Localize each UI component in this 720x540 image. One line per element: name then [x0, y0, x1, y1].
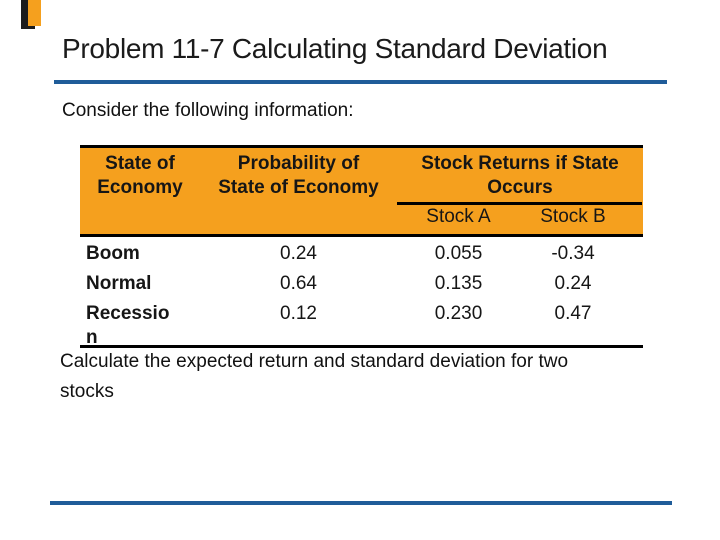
- cell-state: Normal: [86, 273, 152, 294]
- cell-stock-b: 0.24: [554, 273, 592, 294]
- table-row-normal: Normal 0.64 0.135 0.24: [80, 267, 643, 297]
- cell-probability: 0.24: [280, 243, 317, 264]
- column-header-state-of-economy: State of Economy: [97, 153, 183, 198]
- column-header-probability: Probability of State of Economy: [218, 153, 379, 198]
- table-header: State of Economy Probability of State of…: [80, 145, 643, 237]
- intro-text: Consider the following information:: [62, 100, 354, 121]
- cell-stock-a: 0.135: [434, 273, 483, 294]
- stock-returns-table: State of Economy Probability of State of…: [80, 145, 643, 348]
- cell-state: Recession: [86, 303, 170, 348]
- table-row-recession: Recession 0.12 0.230 0.47: [80, 297, 643, 348]
- cell-state: Boom: [86, 243, 140, 264]
- slide-title: Problem 11-7 Calculating Standard Deviat…: [62, 33, 608, 64]
- cell-stock-a: 0.055: [434, 243, 483, 264]
- bookmark-flag-icon: [28, 0, 41, 26]
- table-body: Boom 0.24 0.055 -0.34 Normal 0.64 0.135 …: [80, 237, 643, 348]
- conclusion-text: Calculate the expected return and standa…: [60, 351, 569, 402]
- cell-stock-b: 0.47: [554, 303, 592, 324]
- cell-probability: 0.64: [280, 273, 317, 294]
- table-row-boom: Boom 0.24 0.055 -0.34: [80, 237, 643, 267]
- group-header-underline: [397, 202, 642, 205]
- sub-header-stock-a: Stock A: [426, 206, 491, 227]
- sub-header-stock-b: Stock B: [540, 206, 606, 227]
- column-header-stock-returns-group: Stock Returns if State Occurs: [421, 153, 619, 198]
- cell-stock-a: 0.230: [434, 303, 483, 324]
- cell-probability: 0.12: [280, 303, 317, 324]
- title-divider-line: [54, 80, 667, 84]
- footer-divider-line: [50, 501, 672, 505]
- cell-stock-b: -0.34: [551, 243, 595, 264]
